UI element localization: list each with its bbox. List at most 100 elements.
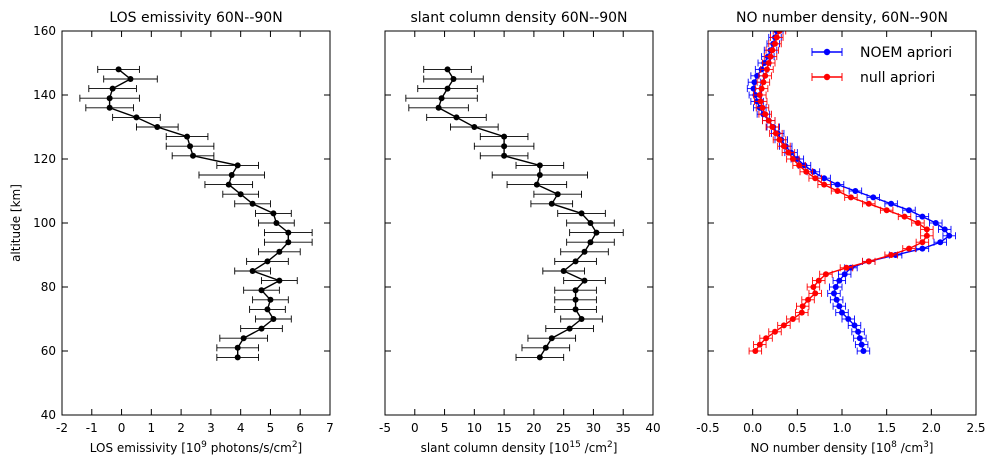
- data-point: [946, 232, 953, 239]
- data-point: [581, 248, 588, 255]
- data-point: [264, 306, 271, 313]
- chart-title: NO number density, 60N--90N: [736, 10, 948, 26]
- data-point: [536, 172, 543, 178]
- data-point: [560, 268, 567, 274]
- x-tick-label: 0.5: [788, 421, 807, 435]
- panel-slant-column-density: slant column density 60N--90N -5 0 5 10 15 20…: [379, 10, 661, 455]
- data-point: [765, 117, 772, 124]
- x-axis-label: LOS emissivity [109 photons/s/cm2]: [90, 440, 302, 455]
- data-point: [772, 328, 778, 335]
- data-point: [906, 207, 912, 214]
- data-point: [587, 220, 594, 226]
- data-point: [772, 40, 778, 47]
- data-point: [756, 341, 763, 348]
- data-point: [851, 322, 858, 329]
- x-tick-label: 35: [616, 421, 631, 435]
- data-point: [444, 66, 451, 73]
- data-point: [276, 277, 283, 284]
- data-point: [154, 124, 161, 130]
- data-point: [450, 76, 457, 82]
- data-point: [865, 258, 872, 265]
- data-point: [542, 344, 549, 351]
- data-point: [822, 271, 829, 278]
- data-point: [234, 354, 241, 361]
- x-tick-label: 1: [148, 421, 156, 435]
- data-point: [762, 72, 769, 79]
- data-point: [812, 290, 819, 297]
- data-point: [763, 66, 770, 73]
- data-point: [805, 296, 812, 303]
- plot-frame: [384, 30, 654, 416]
- x-tick-label: 40: [645, 421, 660, 435]
- data-point: [785, 149, 792, 156]
- data-point: [836, 303, 843, 310]
- x-tick-label: -2: [56, 421, 68, 435]
- y-tick-label: 160: [33, 24, 56, 38]
- data-point: [769, 47, 776, 54]
- chart-title: slant column density 60N--90N: [410, 10, 627, 26]
- data-point: [839, 309, 845, 316]
- legend-label: NOEM apriori: [860, 45, 952, 61]
- data-point: [815, 277, 822, 284]
- data-point: [888, 252, 895, 258]
- data-point: [919, 213, 926, 220]
- data-point: [258, 325, 265, 332]
- data-point: [780, 322, 787, 329]
- x-tick-label: -1: [86, 421, 98, 435]
- data-point: [752, 348, 759, 354]
- data-point: [858, 341, 865, 348]
- data-point: [772, 130, 779, 137]
- data-point: [127, 76, 134, 82]
- data-point: [843, 264, 850, 271]
- data-point: [796, 162, 803, 169]
- data-point: [833, 296, 840, 303]
- data-point: [264, 258, 271, 265]
- x-tick-label: 20: [526, 421, 541, 435]
- data-point: [799, 303, 806, 310]
- x-tick-label: 2.5: [966, 421, 985, 435]
- data-point: [572, 296, 579, 303]
- data-point: [438, 95, 445, 102]
- data-point: [767, 53, 774, 60]
- data-point: [501, 133, 508, 140]
- data-point: [865, 200, 872, 207]
- data-point: [789, 316, 796, 322]
- data-point: [901, 213, 908, 220]
- data-point: [548, 335, 555, 342]
- data-point: [751, 79, 758, 86]
- x-tick-label: 30: [586, 421, 601, 435]
- data-point: [923, 226, 930, 233]
- data-point: [888, 200, 895, 207]
- data-point: [870, 194, 877, 201]
- data-point: [776, 136, 783, 143]
- x-tick-label: 15: [496, 421, 511, 435]
- x-tick-label: 0.0: [743, 421, 762, 435]
- data-point: [566, 325, 573, 332]
- x-axis-label: slant column density [1015 /cm2]: [421, 440, 618, 455]
- x-tick-label: -5: [379, 421, 391, 435]
- x-tick-label: 2.0: [922, 421, 941, 435]
- data-point: [435, 104, 442, 111]
- data-point: [270, 316, 277, 322]
- data-point: [834, 188, 841, 194]
- data-point: [941, 226, 948, 233]
- data-point: [234, 162, 241, 169]
- data-point: [856, 335, 863, 342]
- y-tick-label: 40: [41, 408, 56, 422]
- x-tick-label: 10: [467, 421, 482, 435]
- data-point: [919, 245, 926, 252]
- data-point: [133, 114, 140, 121]
- data-point: [798, 309, 805, 316]
- data-point: [237, 191, 244, 198]
- data-point: [756, 92, 763, 98]
- data-point: [249, 200, 256, 207]
- legend-swatch-marker: [823, 73, 831, 81]
- data-point: [759, 104, 766, 111]
- data-point: [758, 85, 765, 92]
- data-point: [763, 335, 770, 342]
- series-layer: [79, 65, 313, 361]
- data-point: [587, 239, 594, 246]
- x-axis-label: NO number density [108 /cm3]: [751, 440, 934, 455]
- data-point: [572, 306, 579, 313]
